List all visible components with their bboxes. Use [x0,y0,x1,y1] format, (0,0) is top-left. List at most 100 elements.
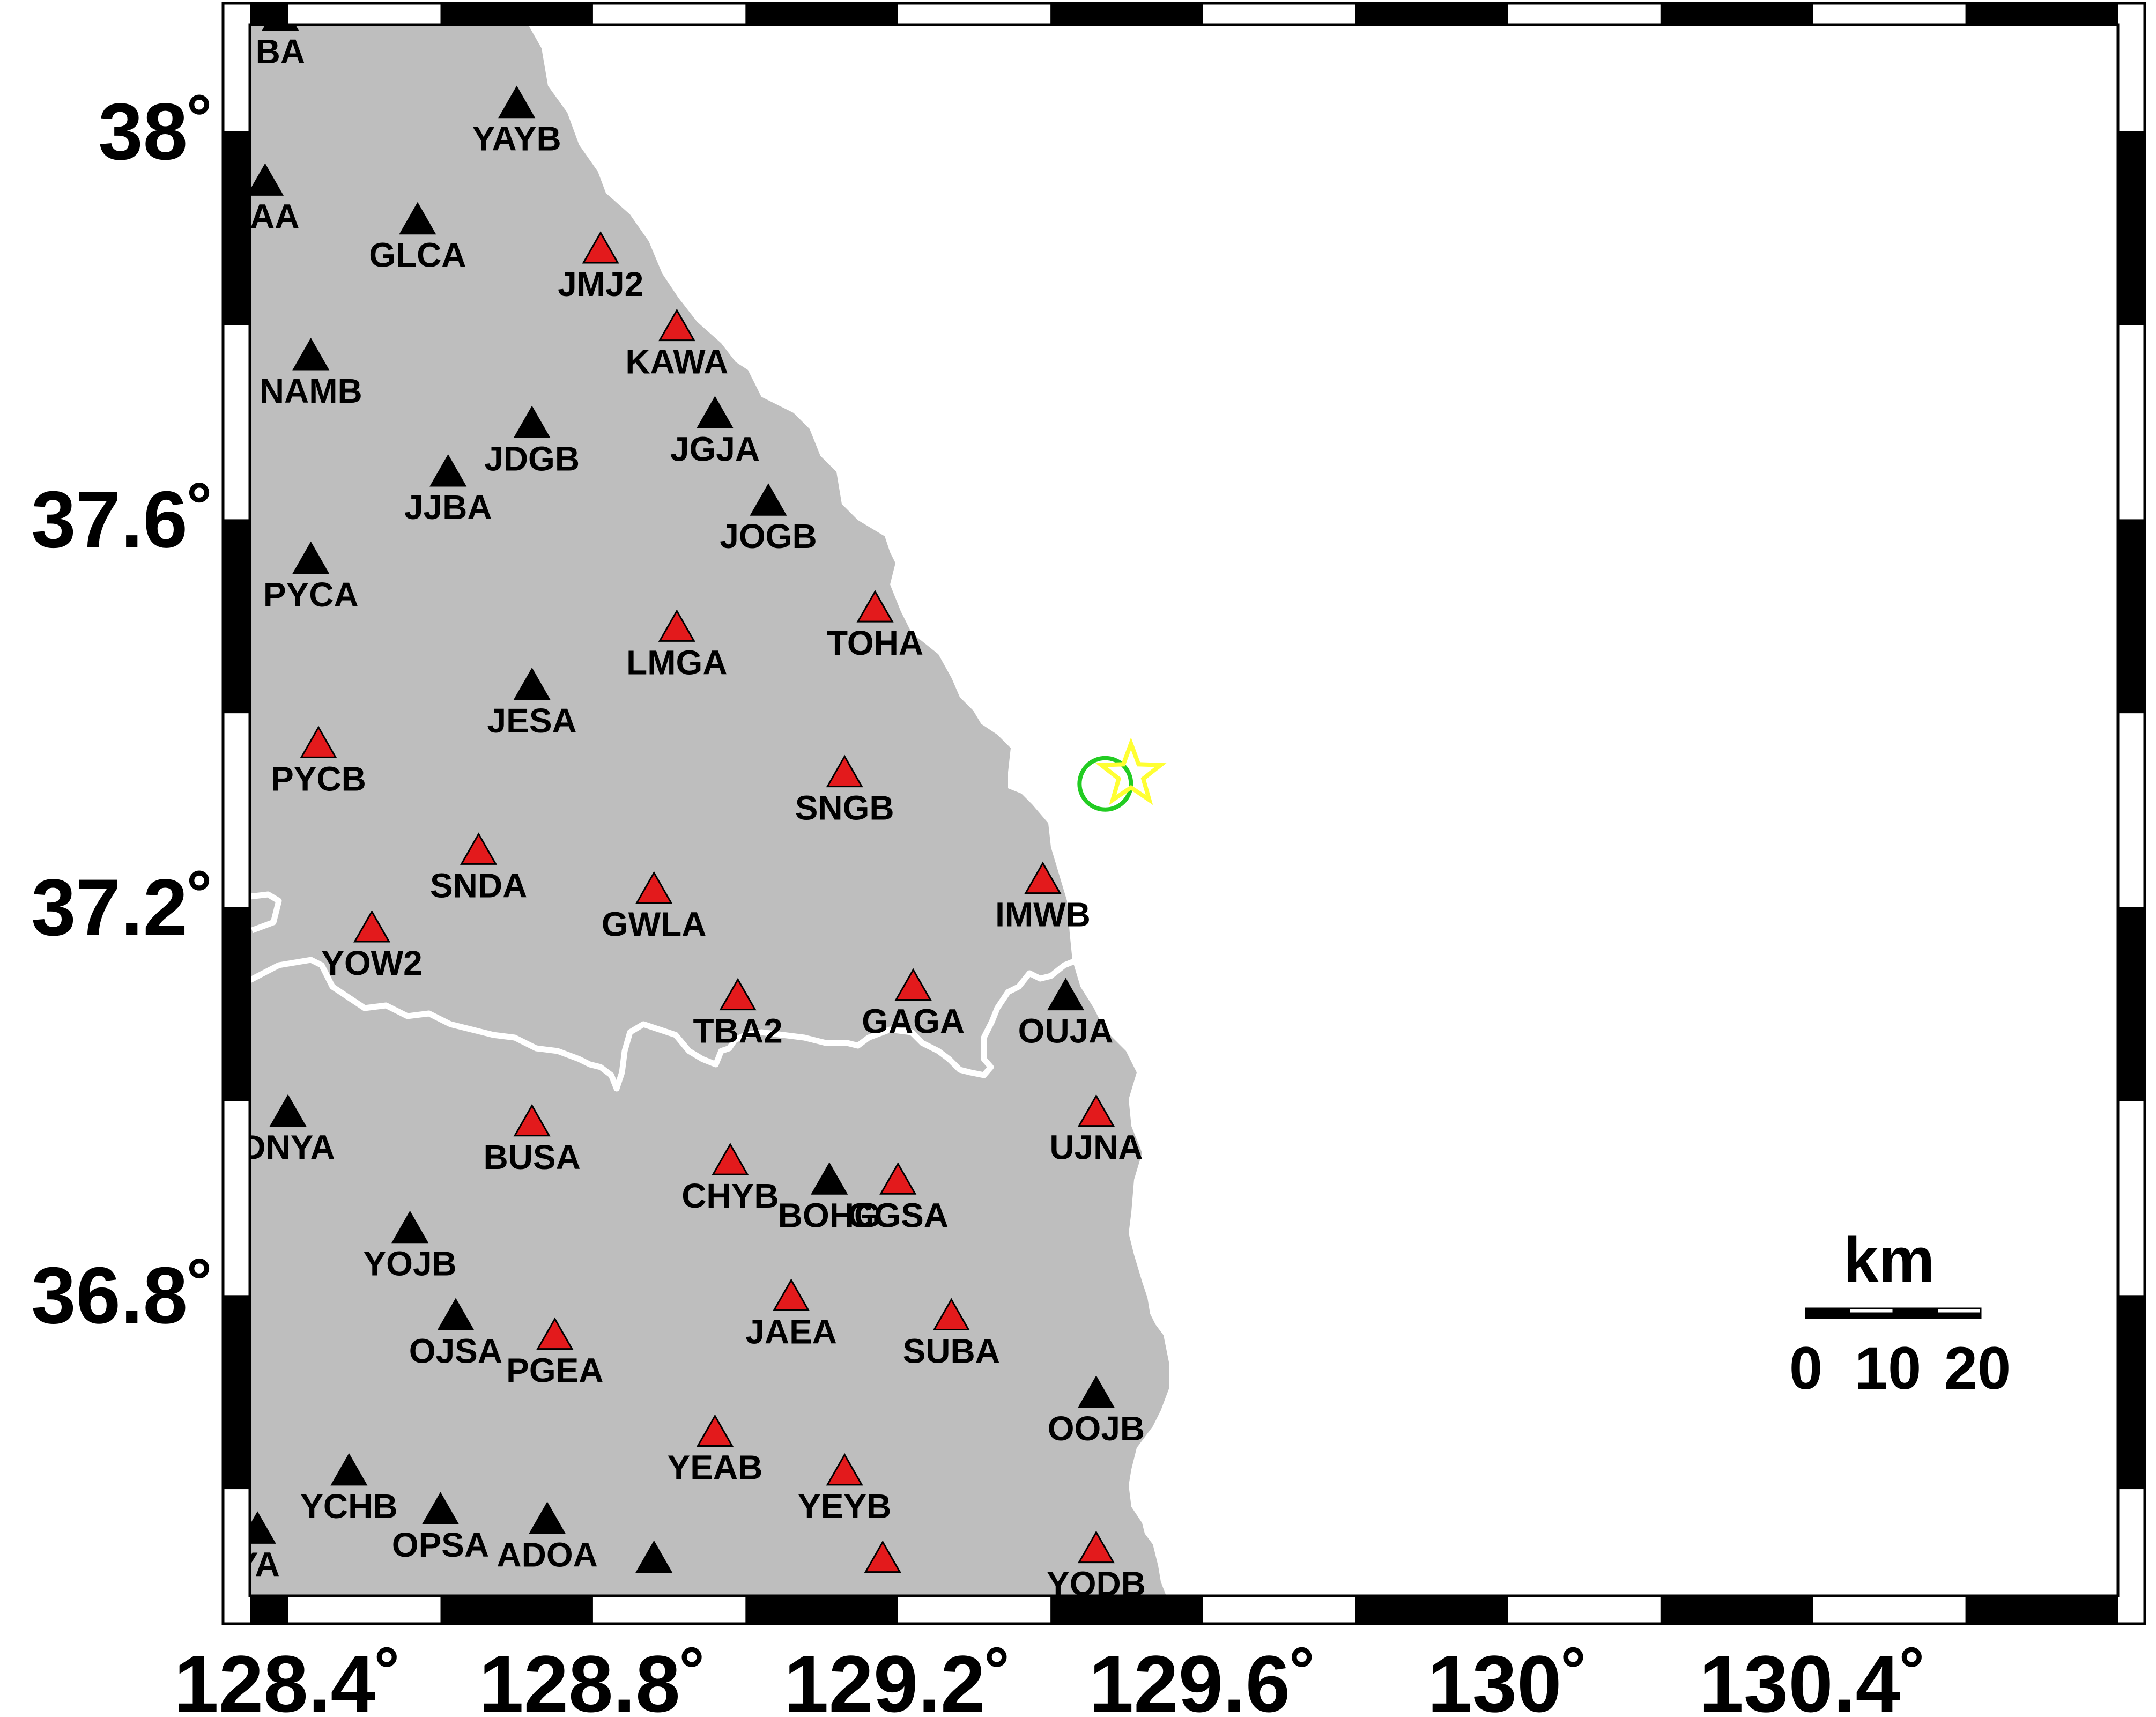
station-marker: GAGA [862,968,965,1041]
station-label: JMJ2 [558,265,643,304]
station-label: YEYB [798,1487,891,1526]
station-marker: SNGB [795,754,894,827]
longitude-tick-label: 130.4˚ [1699,1639,1927,1717]
longitude-tick-label: 128.8˚ [479,1639,707,1717]
station-triangle-icon [513,405,551,439]
station-triangle-icon [826,754,863,788]
station-label: JAEA [745,1312,837,1351]
station-label: OOJB [1048,1409,1145,1448]
station-marker: JAA [231,163,299,235]
scale-bar-label: 20 [1944,1335,2011,1402]
station-triangle-icon [696,396,734,428]
station-triangle-icon [1047,978,1085,1011]
station-marker: BA [256,25,305,71]
station-marker: LMGA [626,609,728,682]
station-triangle-icon [292,337,330,371]
station-triangle-icon [658,308,695,342]
station-triangle-icon [582,231,619,264]
station-triangle-icon [932,1298,970,1330]
station-triangle-icon [292,541,330,574]
station-marker: GLCA [369,202,466,275]
station-marker: YAYB [472,85,561,158]
station-label: NAMB [260,372,362,410]
station-triangle-icon [421,1492,460,1524]
station-marker: NAMB [260,337,362,410]
station-triangle-icon [856,590,894,623]
station-label: YOJB [363,1245,456,1283]
latitude-tick-label: 37.6˚ [31,474,214,564]
station-marker: YOJB [363,1210,457,1283]
longitude-tick-label: 130˚ [1427,1639,1588,1717]
station-triangle-icon [300,726,337,758]
station-marker: YCHB [300,1453,398,1526]
station-triangle-icon [437,1298,475,1330]
station-triangle-icon [399,202,436,235]
station-marker: TBA2 [693,978,783,1050]
station-triangle-icon [529,1501,566,1534]
station-triangle-icon [773,1278,810,1311]
latitude-tick-label: 38˚ [98,86,214,176]
station-triangle-icon [635,871,673,904]
station-triangle-icon [250,163,284,196]
station-marker: BUSA [483,1104,581,1176]
epicenter-marker [1077,737,1167,812]
station-label: DNYA [241,1128,335,1167]
station-label: SNGB [795,789,894,827]
station-triangle-icon [1077,1094,1115,1127]
station-triangle-icon [1077,1375,1115,1408]
map-frame [221,2,2146,1625]
station-marker: GWLA [602,871,706,944]
station-label: OUJA [1018,1012,1114,1050]
station-triangle-icon [498,85,536,119]
station-marker: TOHA [827,590,923,662]
station-triangle-icon [719,978,757,1011]
station-label: TBA2 [693,1012,783,1050]
station-triangle-icon [250,1511,276,1544]
province-border [250,957,1079,1092]
station-label: PYCA [263,575,359,614]
station-label: YAYB [472,120,561,158]
scale-bar: km 0 10 20 [1789,1225,2011,1402]
scale-bar-segment [1892,1307,1938,1319]
station-marker: YEAB [668,1414,763,1487]
station-label: IMWB [995,895,1091,934]
station-triangle-icon [513,667,551,700]
station-label: JOGB [720,517,817,556]
station-triangle-icon [750,483,787,516]
epicenter-star-icon [1095,737,1167,805]
station-triangle-icon [330,1453,368,1486]
station-triangle-icon [879,1162,917,1195]
land-mass [250,25,1169,1596]
station-label: YCHB [300,1487,397,1526]
station-marker: YODB [1047,1530,1146,1596]
station-label: KAWA [625,343,728,381]
station-triangle-icon [1077,1530,1115,1564]
station-label: YA [235,1545,280,1583]
station-triangle-icon [696,1414,734,1447]
station-label: CHYB [681,1176,779,1215]
scale-bar-label: 10 [1855,1335,1922,1402]
station-triangle-icon [513,1104,551,1137]
station-label: JAA [231,197,299,235]
scale-bar-segment [1805,1307,1850,1319]
station-triangle-icon [811,1162,848,1195]
station-marker: PYCA [263,541,359,614]
station-label: YEAB [668,1448,763,1487]
station-label: SUBA [903,1331,1000,1370]
station-triangle-icon [429,454,467,487]
station-label: TOHA [827,624,923,662]
station-label: YOW2 [321,944,422,982]
station-marker: OPSA [392,1492,489,1564]
map-area: YAYB JAA GLCA JMJ2 KAWA NAMB JDGB JGJA JJBA JOGB P… [231,25,1169,1596]
longitude-tick-label: 128.4˚ [174,1639,402,1717]
station-triangle-icon [353,910,391,943]
station-marker: DNYA [241,1094,335,1167]
station-marker: SUBA [903,1298,1000,1370]
station-triangle-icon [635,1540,673,1573]
station-marker: UJNA [1049,1094,1143,1167]
longitude-tick-labels: 128.4˚ 128.8˚ 129.2˚ 129.6˚ 130˚ 130.4˚ [174,1639,1927,1717]
station-label: OJSA [409,1331,502,1370]
station-marker: IMWB [995,861,1091,934]
epicenter-circle-icon [1077,756,1133,812]
